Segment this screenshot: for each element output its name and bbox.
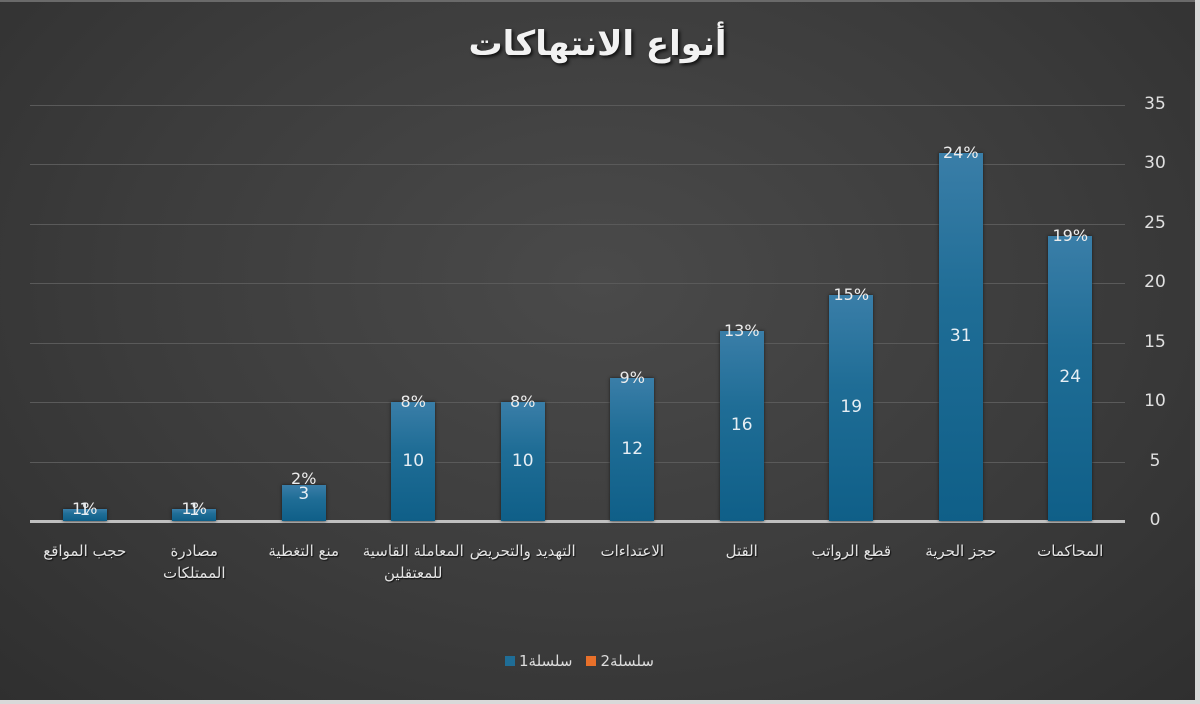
legend-label: سلسلة1 [519, 652, 573, 670]
bar[interactable] [500, 402, 545, 521]
bar-value-label: 1 [79, 500, 91, 521]
bar-percent-label: 15% [833, 285, 870, 305]
y-tick-label: 35 [1144, 94, 1166, 114]
bar[interactable] [610, 378, 655, 521]
x-category-label: مصادرة الممتلكات [162, 542, 226, 582]
bar-percent-label: 2% [291, 469, 317, 489]
gridline [30, 105, 1125, 106]
bar[interactable] [62, 509, 107, 521]
bar-percent-label: 13% [723, 320, 760, 340]
gridline [30, 342, 1125, 344]
bar[interactable] [172, 509, 217, 521]
bar-percent-label: 19% [1052, 225, 1089, 245]
x-category-label: منع التغطية [268, 542, 340, 560]
gridline [30, 402, 1125, 404]
blue-square-icon [505, 656, 515, 666]
y-tick-label: 25 [1144, 212, 1166, 233]
y-tick-label: 5 [1149, 450, 1161, 471]
x-category-label: المحاكمات [1037, 542, 1104, 560]
bar-percent-label: 9% [619, 368, 645, 388]
gridline [30, 461, 1125, 463]
bar[interactable] [829, 295, 874, 521]
x-category-label: الاعتداءات [600, 542, 665, 560]
y-tick-label: 30 [1144, 153, 1166, 174]
x-axis-line [30, 520, 1125, 523]
bar[interactable] [391, 402, 436, 521]
orange-square-icon [586, 656, 597, 666]
bar-value-label: 24 [1059, 367, 1082, 388]
bar-percent-label: 8% [400, 392, 426, 412]
bar[interactable] [281, 485, 326, 521]
bar[interactable] [1048, 235, 1093, 521]
gridline [30, 223, 1125, 225]
bar-value-label: 10 [511, 450, 534, 471]
bar-value-label: 31 [949, 325, 972, 346]
bar-percent-label: 8% [510, 392, 536, 412]
x-category-label: حجز الحرية [925, 542, 997, 560]
bar-percent-label: 1% [181, 499, 207, 519]
bar-percent-label: 24% [942, 142, 979, 162]
legend: سلسلة1 سلسلة2 [505, 650, 654, 672]
bar[interactable] [938, 152, 983, 521]
y-tick-label: 10 [1144, 391, 1166, 412]
x-category-label: التهديد والتحريض [469, 542, 576, 560]
gridline [30, 164, 1125, 166]
x-category-label: قطع الرواتب [811, 542, 892, 560]
legend-item-series-1[interactable]: سلسلة1 [505, 652, 572, 670]
legend-label: سلسلة2 [600, 652, 654, 670]
bar-value-label: 1 [188, 500, 200, 521]
chart-title: أنواع الانتهاكات [468, 24, 727, 64]
bar-value-label: 12 [621, 438, 644, 459]
y-tick-label: 0 [1149, 510, 1161, 530]
bar-value-label: 19 [840, 397, 863, 418]
bar-value-label: 16 [730, 414, 753, 435]
x-category-label: حجب المواقع [43, 542, 127, 560]
y-tick-label: 20 [1144, 272, 1166, 293]
gridline [30, 283, 1125, 285]
y-tick-label: 15 [1144, 331, 1166, 352]
bar-percent-label: 1% [72, 499, 98, 519]
x-category-label: القتل [725, 542, 758, 560]
legend-item-series-2[interactable]: سلسلة2 [586, 652, 654, 670]
x-category-label: المعاملة القاسية للمعتقلين [362, 542, 464, 582]
bar[interactable] [719, 330, 764, 521]
bar-value-label: 10 [402, 450, 425, 471]
bar-value-label: 3 [298, 484, 310, 505]
